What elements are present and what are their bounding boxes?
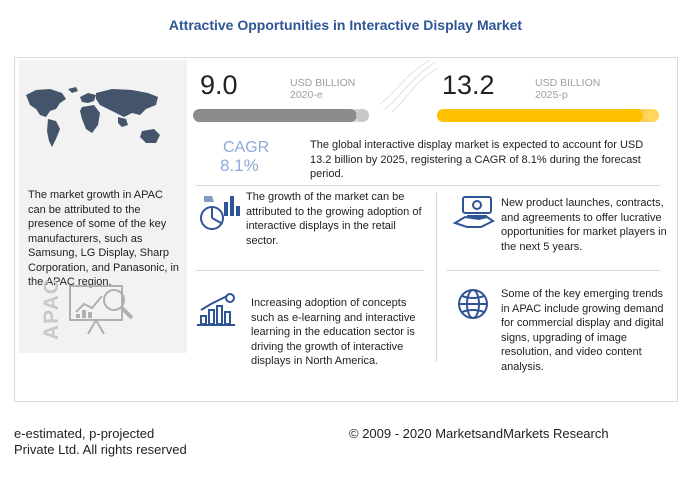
column-divider <box>436 192 437 362</box>
unit-2025: USD BILLION 2025-p <box>535 77 600 101</box>
unit-2020: USD BILLION 2020-e <box>290 77 355 101</box>
market-value-2020: 9.0 <box>200 70 238 100</box>
footer-legend: e-estimated, p-projected <box>14 426 155 441</box>
bar-2020-fill <box>193 109 357 122</box>
apac-description: The market growth in APAC can be attribu… <box>28 189 180 288</box>
globe-icon <box>458 289 488 319</box>
decorative-curves <box>380 59 439 113</box>
bar-2025-knob <box>646 109 659 122</box>
row-divider-mid-right <box>446 270 660 271</box>
footer-left: e-estimated, p-projected Private Ltd. Al… <box>14 426 187 458</box>
retail-chart-icon <box>200 196 240 230</box>
retail-card-text: The growth of the market can be attribut… <box>246 191 422 247</box>
analytics-board-icon <box>69 285 134 335</box>
money-hand-icon <box>453 196 495 228</box>
bar-2025 <box>437 109 659 122</box>
cagr-label: CAGR <box>223 139 270 156</box>
apac-label: APAC <box>40 278 63 340</box>
education-card-text: Increasing adoption of concepts such as … <box>251 297 416 367</box>
launches-card-text: New product launches, contracts, and agr… <box>501 197 667 253</box>
bar-2020 <box>193 109 369 122</box>
growth-bar-chart-icon <box>197 293 235 326</box>
unit-label-2025: USD BILLION <box>535 77 601 89</box>
market-value-2025: 13.2 <box>442 70 495 100</box>
footer-copyright: © 2009 - 2020 MarketsandMarkets Research <box>349 426 609 441</box>
cagr-value: 8.1% <box>220 156 259 175</box>
bar-2025-fill <box>437 109 644 122</box>
row-divider-top <box>196 185 660 186</box>
footer-rights: Private Ltd. All rights reserved <box>14 442 187 457</box>
year-label-2025: 2025-p <box>535 89 568 101</box>
row-divider-mid-left <box>196 270 424 271</box>
trends-card-text: Some of the key emerging trends in APAC … <box>501 288 664 373</box>
page-title: Attractive Opportunities in Interactive … <box>168 17 523 33</box>
world-map-icon <box>26 87 160 147</box>
bar-2020-knob <box>356 109 369 122</box>
cagr-description: The global interactive display market is… <box>310 139 644 180</box>
year-label-2020: 2020-e <box>290 89 323 101</box>
unit-label-2020: USD BILLION <box>290 77 356 89</box>
